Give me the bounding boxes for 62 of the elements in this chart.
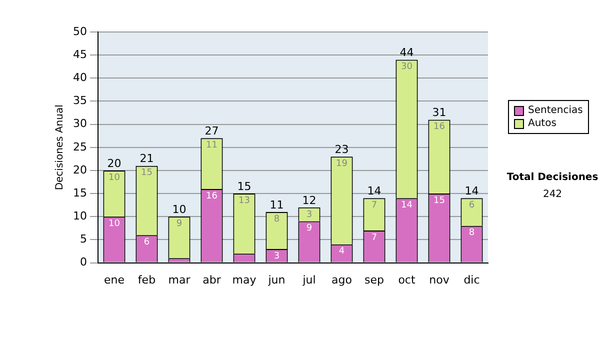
x-tick-label: ene — [104, 273, 125, 286]
x-tick-label: dic — [464, 273, 480, 286]
data-label: 7 — [371, 200, 378, 211]
data-label: 4 — [338, 246, 345, 257]
data-label: 10 — [108, 172, 120, 183]
data-label: 8 — [274, 214, 280, 224]
total-label: 12 — [302, 194, 316, 207]
total-label: 11 — [270, 198, 284, 212]
total-label: 20 — [107, 156, 122, 170]
data-label: 14 — [401, 200, 413, 211]
y-tick-label: 15 — [72, 186, 87, 200]
x-tick-label: abr — [202, 273, 222, 286]
y-tick-label: 20 — [72, 163, 87, 176]
total-label: 21 — [140, 152, 154, 166]
total-label: 23 — [334, 142, 349, 156]
x-tick-label: jul — [302, 273, 316, 286]
y-tick-label: 0 — [80, 256, 87, 269]
x-tick-label: mar — [168, 273, 191, 286]
y-tick-label: 25 — [72, 140, 87, 154]
data-label: 3 — [274, 251, 280, 262]
total-label: 27 — [204, 124, 219, 138]
y-axis-title: Decisiones Anual — [54, 104, 66, 190]
data-label: 16 — [434, 122, 446, 132]
x-tick-label: feb — [138, 273, 156, 286]
y-tick-label: 5 — [80, 232, 87, 246]
x-tick-label: sep — [364, 273, 384, 286]
x-tick-label: jun — [267, 273, 286, 286]
data-label: 6 — [144, 237, 150, 248]
data-label: 9 — [176, 218, 182, 229]
data-label: 3 — [306, 210, 312, 220]
x-tick-label: ago — [332, 273, 352, 286]
data-label: 7 — [371, 232, 378, 243]
data-label: 30 — [401, 62, 413, 72]
data-label: 16 — [206, 191, 218, 202]
text: 242 — [542, 189, 564, 200]
text: Total Decisiones — [506, 172, 600, 183]
x-tick-label: nov — [429, 273, 450, 286]
x-tick-label: oct — [398, 273, 416, 286]
y-tick-label: 10 — [72, 210, 87, 222]
data-label: 19 — [336, 158, 348, 169]
y-tick-label: 45 — [72, 48, 87, 61]
data-label: 6 — [468, 200, 475, 211]
data-label: 15 — [141, 168, 152, 178]
y-tick-label: 40 — [72, 71, 87, 84]
data-label: 10 — [108, 218, 120, 229]
total-label: 14 — [464, 184, 479, 198]
x-tick-label: may — [232, 273, 257, 286]
total-label: 44 — [400, 46, 414, 60]
data-label: 11 — [206, 140, 218, 151]
data-label: 9 — [306, 224, 312, 234]
total-label: 15 — [237, 180, 252, 193]
total-label: 14 — [367, 184, 382, 198]
legend-label: Autos — [528, 117, 556, 130]
legend-label: Sentencias — [528, 104, 583, 117]
data-label: 8 — [468, 228, 475, 238]
y-tick-label: 50 — [72, 24, 87, 38]
y-tick-label: 35 — [72, 94, 87, 108]
total-label: 31 — [432, 106, 446, 120]
data-label: 13 — [238, 196, 250, 206]
y-tick-label: 30 — [72, 117, 87, 130]
data-label: 15 — [434, 196, 445, 206]
total-label: 10 — [172, 203, 186, 216]
